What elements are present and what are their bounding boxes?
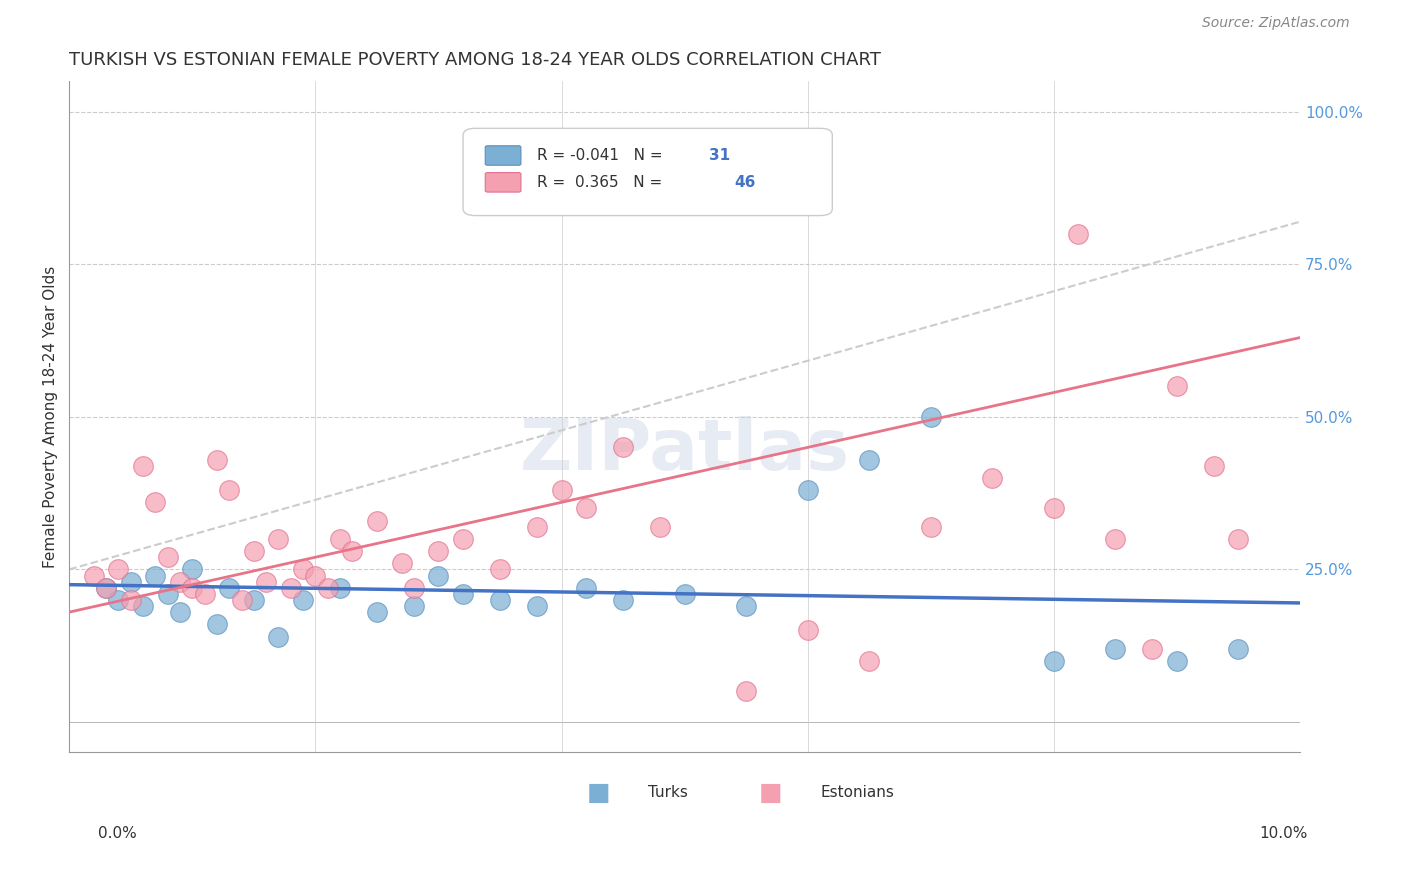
Point <box>169 574 191 589</box>
Point <box>648 519 671 533</box>
Text: TURKISH VS ESTONIAN FEMALE POVERTY AMONG 18-24 YEAR OLDS CORRELATION CHART: TURKISH VS ESTONIAN FEMALE POVERTY AMONG… <box>69 51 882 69</box>
Text: R = -0.041   N =: R = -0.041 N = <box>537 148 668 162</box>
Point <box>673 184 696 198</box>
Point <box>858 654 880 668</box>
Point <box>304 568 326 582</box>
Point <box>181 562 204 576</box>
Point <box>169 605 191 619</box>
Text: ZIPatlas: ZIPatlas <box>520 416 849 485</box>
Point <box>391 557 413 571</box>
Point <box>181 581 204 595</box>
Point <box>254 574 277 589</box>
Point <box>107 593 129 607</box>
Point <box>1166 654 1188 668</box>
Point <box>96 581 118 595</box>
Point <box>156 550 179 565</box>
Point <box>489 593 512 607</box>
Point <box>366 514 388 528</box>
Point <box>205 617 228 632</box>
Point <box>1104 532 1126 546</box>
Point <box>267 532 290 546</box>
Point <box>427 544 450 558</box>
Point <box>107 562 129 576</box>
Text: ■: ■ <box>759 780 783 805</box>
Point <box>292 593 315 607</box>
Point <box>1166 379 1188 393</box>
Point <box>451 587 474 601</box>
Text: R =  0.365   N =: R = 0.365 N = <box>537 175 666 189</box>
Point <box>796 483 818 497</box>
Point <box>402 581 425 595</box>
Point <box>575 501 598 516</box>
Point <box>96 581 118 595</box>
Point <box>145 568 167 582</box>
Point <box>1104 641 1126 656</box>
Point <box>1227 641 1250 656</box>
Point <box>612 441 634 455</box>
Text: 0.0%: 0.0% <box>98 827 138 841</box>
Point <box>218 483 240 497</box>
Point <box>329 581 352 595</box>
Text: Estonians: Estonians <box>820 785 894 800</box>
FancyBboxPatch shape <box>485 145 522 165</box>
Point <box>280 581 302 595</box>
Point <box>1202 458 1225 473</box>
Point <box>796 624 818 638</box>
Point <box>231 593 253 607</box>
FancyBboxPatch shape <box>463 128 832 216</box>
Point <box>218 581 240 595</box>
Point <box>267 630 290 644</box>
Point <box>329 532 352 546</box>
Point <box>402 599 425 613</box>
Point <box>489 562 512 576</box>
Point <box>1043 501 1066 516</box>
Text: 10.0%: 10.0% <box>1260 827 1308 841</box>
Point <box>920 409 942 424</box>
Point <box>735 599 758 613</box>
Point <box>1067 227 1090 241</box>
Point <box>194 587 217 601</box>
Point <box>526 519 548 533</box>
Point <box>673 587 696 601</box>
Point <box>526 599 548 613</box>
Text: Source: ZipAtlas.com: Source: ZipAtlas.com <box>1202 16 1350 29</box>
Point <box>550 483 572 497</box>
Text: 31: 31 <box>709 148 730 162</box>
Point <box>83 568 105 582</box>
FancyBboxPatch shape <box>485 173 522 192</box>
Point <box>858 452 880 467</box>
Text: 46: 46 <box>734 175 755 189</box>
Point <box>1142 641 1164 656</box>
Point <box>1043 654 1066 668</box>
Point <box>132 599 155 613</box>
Point <box>735 684 758 698</box>
Point <box>205 452 228 467</box>
Point <box>920 519 942 533</box>
Point <box>292 562 315 576</box>
Text: Turks: Turks <box>648 785 688 800</box>
Point <box>342 544 364 558</box>
Point <box>612 593 634 607</box>
Y-axis label: Female Poverty Among 18-24 Year Olds: Female Poverty Among 18-24 Year Olds <box>44 266 58 568</box>
Point <box>120 593 142 607</box>
Point <box>451 532 474 546</box>
Point <box>120 574 142 589</box>
Point <box>145 495 167 509</box>
Point <box>243 593 266 607</box>
Point <box>243 544 266 558</box>
Point <box>575 581 598 595</box>
Text: ■: ■ <box>586 780 610 805</box>
Point <box>427 568 450 582</box>
Point <box>1227 532 1250 546</box>
Point <box>981 471 1004 485</box>
Point <box>132 458 155 473</box>
Point <box>316 581 339 595</box>
Point <box>366 605 388 619</box>
Point <box>156 587 179 601</box>
